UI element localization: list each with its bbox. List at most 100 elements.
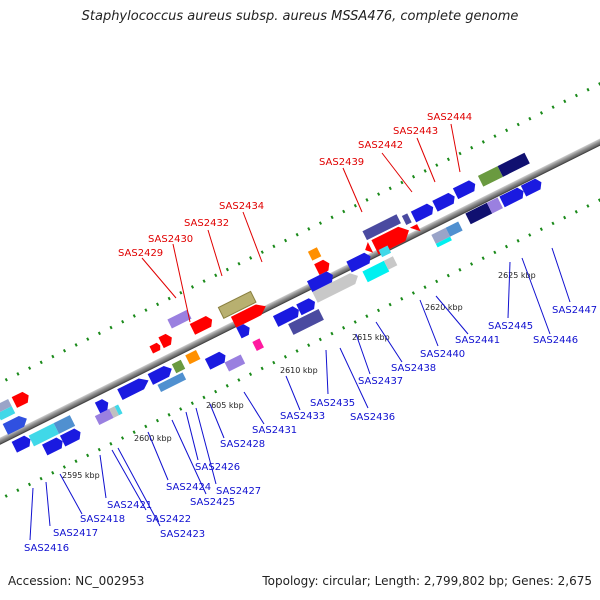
gene-label-bottom: SAS2425: [190, 497, 235, 508]
gene-block-violet-1: [167, 309, 192, 329]
gene-sas2432-arrow: [189, 316, 213, 335]
gene-sas2430-arrow: [158, 333, 172, 349]
gene-label-bottom: SAS2436: [350, 412, 395, 423]
gene-blue-top-3: [452, 180, 476, 200]
gene-sas2435-arrow: [296, 298, 315, 316]
gene-sas2423-block: [114, 404, 123, 416]
gene-sas2433-arrow: [272, 306, 299, 327]
gene-block-cyan-1: [0, 406, 16, 421]
gene-block-cyan-4: [435, 236, 452, 248]
gene-label-top: SAS2432: [184, 218, 229, 229]
gene-blue-top-2: [432, 192, 455, 212]
accession-text: Accession: NC_002953: [8, 574, 145, 588]
gene-red-small-3: [314, 259, 330, 275]
gene-label-bottom: SAS2428: [220, 439, 265, 450]
gene-block-grey-1: [0, 398, 12, 414]
leaders-bottom: [29, 247, 571, 541]
gene-block-navy-1: [497, 152, 530, 177]
gene-label-bottom: SAS2438: [391, 363, 436, 374]
tick-2600: 2600 kbp: [134, 434, 172, 443]
gene-sas2416-arrow: [2, 415, 27, 435]
gene-sas2436-box: [288, 308, 324, 335]
gene-block-violet-2: [486, 197, 503, 214]
forward-strand-genes: [11, 178, 542, 456]
gene-label-bottom: SAS2426: [195, 462, 240, 473]
gene-red-small-5: [409, 224, 421, 232]
reverse-strand-genes: [0, 152, 530, 435]
gene-label-bottom: SAS2440: [420, 349, 465, 360]
gene-block-green-1: [477, 166, 503, 187]
gene-blue-fwd-3: [94, 399, 109, 414]
gene-sas2438-arrow: [346, 252, 371, 273]
gene-block-cyan-3: [378, 245, 392, 258]
gene-label-bottom: SAS2437: [358, 376, 403, 387]
gene-sas2444-box: [401, 213, 412, 226]
gene-sas2442-box: [362, 214, 401, 241]
gene-sas2439-box: [307, 247, 322, 261]
gene-label-bottom: SAS2431: [252, 425, 297, 436]
gene-label-top: SAS2434: [219, 201, 264, 212]
gene-blue-fwd-5: [306, 271, 333, 292]
gene-label-top: SAS2439: [319, 157, 364, 168]
tick-2620: 2620 kbp: [425, 303, 463, 312]
summary-text: Topology: circular; Length: 2,799,802 bp…: [262, 574, 592, 588]
gene-label-top: SAS2429: [118, 248, 163, 259]
gene-sas2441-box: [383, 256, 398, 270]
gene-label-top: SAS2442: [358, 140, 403, 151]
gene-label-bottom: SAS2435: [310, 398, 355, 409]
gene-label-bottom: SAS2421: [107, 500, 152, 511]
scale-ticks: 2595 kbp 2600 kbp 2605 kbp 2610 kbp 2615…: [62, 271, 536, 480]
gene-sas2422-block: [109, 406, 119, 418]
gene-label-bottom: SAS2427: [216, 486, 261, 497]
gene-sas2418-block: [53, 415, 76, 434]
gene-sas2431-block: [224, 354, 246, 372]
gene-sas2445-box: [431, 227, 451, 244]
tick-2610: 2610 kbp: [280, 366, 318, 375]
gene-label-bottom: SAS2416: [24, 543, 69, 554]
gene-label-bottom: SAS2441: [455, 335, 500, 346]
gene-sas2424-arrow: [117, 378, 149, 400]
gene-label-bottom: SAS2423: [160, 529, 205, 540]
gene-sas2417-block: [28, 423, 60, 447]
gene-sas2427-block: [185, 349, 201, 365]
gene-blue-fwd-6: [499, 187, 524, 208]
gene-label-bottom: SAS2433: [280, 411, 325, 422]
tick-2615: 2615 kbp: [352, 333, 390, 342]
gc-track-outer: [0, 71, 600, 405]
gene-label-bottom: SAS2418: [80, 514, 125, 525]
gene-block-green-2: [171, 359, 186, 374]
gene-blue-fwd-4: [147, 366, 172, 385]
gene-red-small-2: [11, 391, 29, 408]
gene-label-bottom: SAS2424: [166, 482, 211, 493]
gene-label-bottom: SAS2422: [146, 514, 191, 525]
gene-red-small-4: [365, 241, 374, 253]
gene-label-bottom: SAS2417: [53, 528, 98, 539]
gene-sas2425-block: [157, 372, 187, 392]
leaders-top: [141, 123, 461, 323]
gene-red-large-1: [230, 304, 266, 328]
gene-label-top: SAS2430: [148, 234, 193, 245]
gene-sas2421-block: [94, 408, 114, 426]
gene-blue-top-1: [410, 203, 434, 223]
genome-track: [0, 71, 600, 498]
gene-sas2440-box: [362, 260, 390, 283]
gene-sas2447-box: [465, 202, 493, 225]
gene-label-bottom: SAS2445: [488, 321, 533, 332]
gene-sas2416-block: [11, 435, 31, 453]
gene-sas2443-arrow: [371, 226, 409, 255]
gene-pink-block: [252, 338, 264, 351]
gene-label-top: SAS2443: [393, 126, 438, 137]
gene-sas2429-arrow: [149, 342, 161, 354]
gene-sas2446-box: [445, 221, 463, 237]
labels-top: SAS2429 SAS2430 SAS2432 SAS2434 SAS2439 …: [118, 112, 472, 259]
gene-label-bottom: SAS2446: [533, 335, 578, 346]
page-title: Staphylococcus aureus subsp. aureus MSSA…: [81, 9, 519, 24]
gene-label-top: SAS2444: [427, 112, 472, 123]
gene-sas2428-block: [204, 351, 226, 370]
labels-bottom: SAS2416 SAS2417 SAS2418 SAS2421 SAS2422 …: [24, 305, 597, 554]
tick-2625: 2625 kbp: [498, 271, 536, 280]
gene-blue-fwd-1: [42, 437, 63, 456]
gene-label-bottom: SAS2447: [552, 305, 597, 316]
tick-2595: 2595 kbp: [62, 471, 100, 480]
